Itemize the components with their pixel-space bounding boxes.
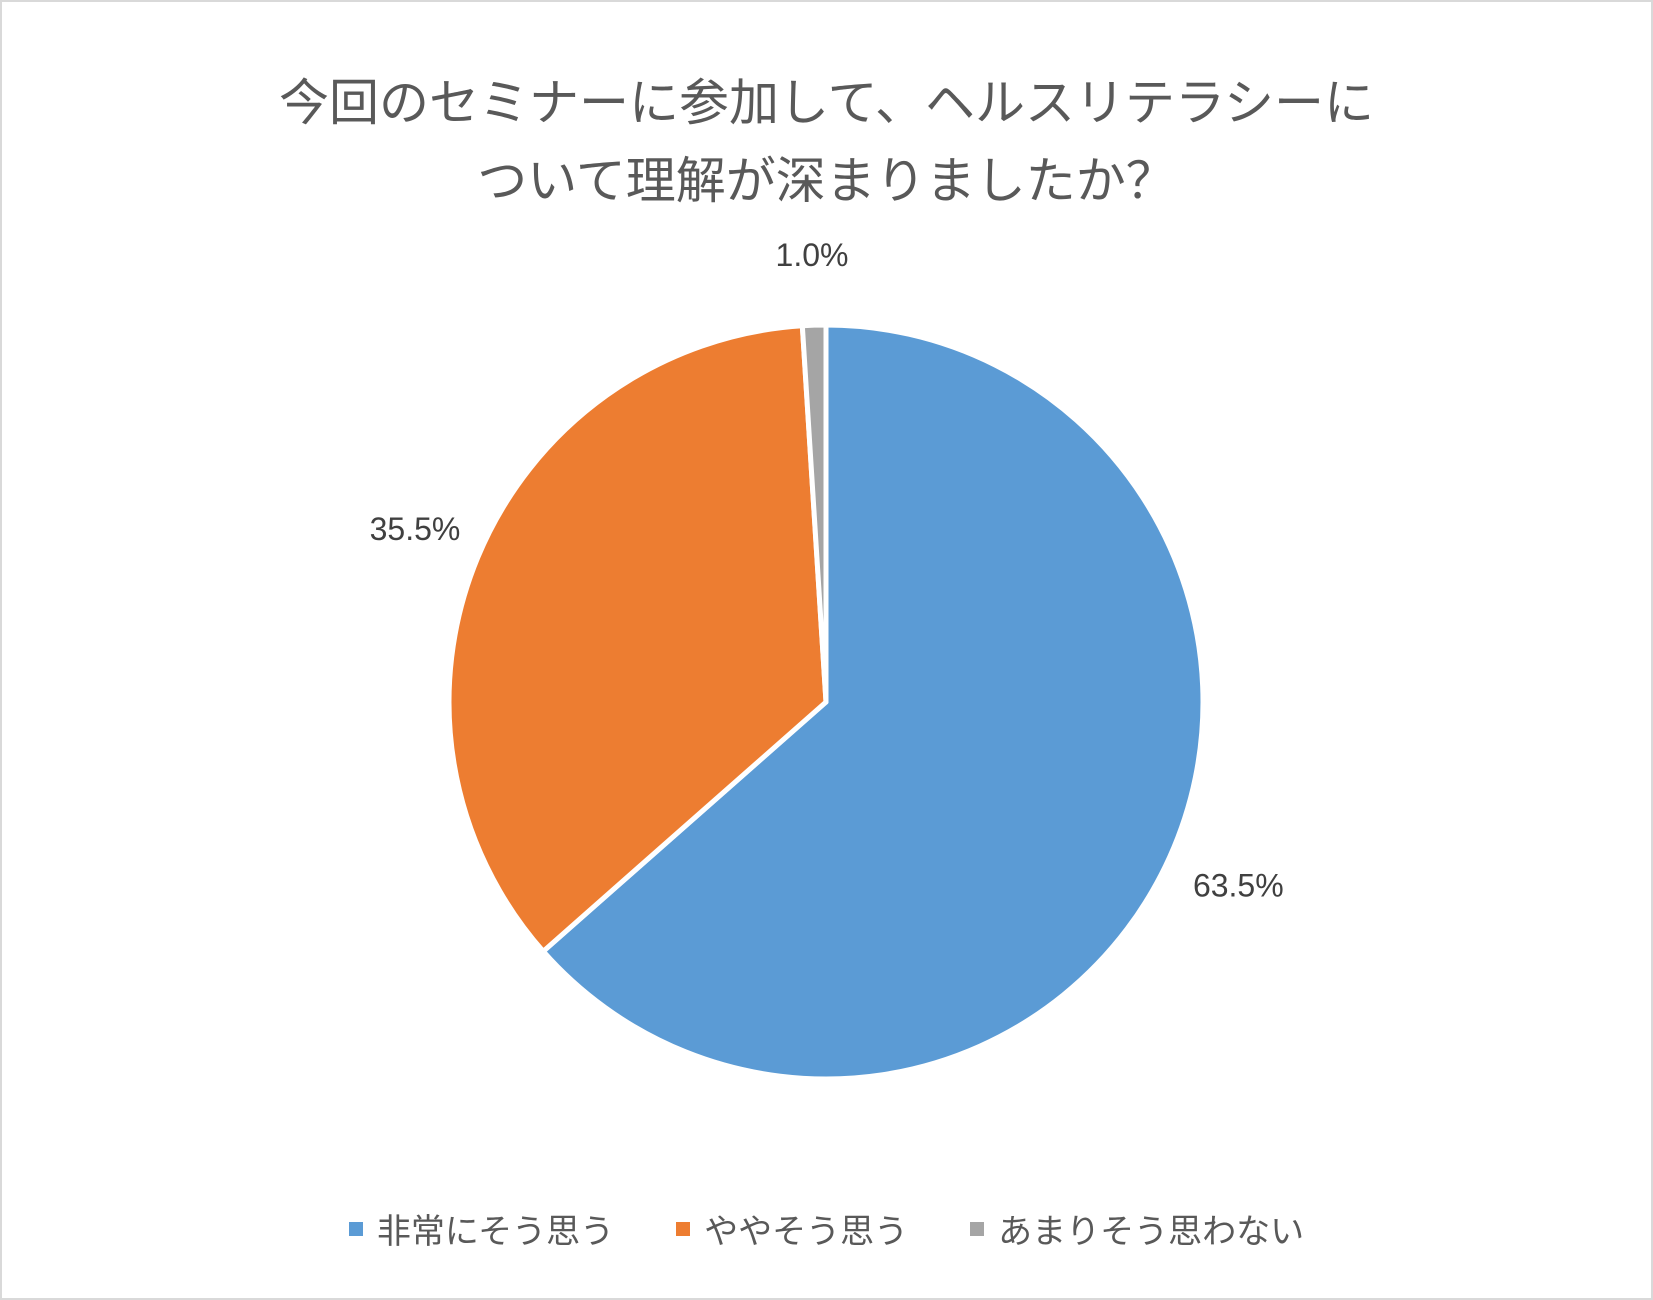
pie-slice-somewhat-agree (446, 323, 829, 954)
data-label-somewhat-agree: 35.5% (370, 511, 461, 547)
pie-slices (446, 322, 1206, 1082)
pie-data-labels: 63.5% 35.5% 1.0% (370, 237, 1284, 904)
legend-label-strongly-agree: 非常にそう思う (376, 1212, 615, 1252)
data-label-not-really: 1.0% (776, 237, 849, 273)
legend-label-not-really: あまりそう思わない (998, 1212, 1305, 1252)
chart-title-line-1: 今回のセミナーに参加して、ヘルスリテラシーに (279, 74, 1374, 132)
chart-title-line-2: ついて理解が深まりましたか？ (477, 152, 1176, 210)
data-label-strongly-agree: 63.5% (1193, 868, 1284, 904)
legend: 非常にそう思う ややそう思う あまりそう思わない (2, 1204, 1651, 1253)
pie-slice-strongly-agree (540, 322, 1206, 1082)
legend-swatch-not-really (970, 1221, 985, 1236)
legend-swatch-somewhat-agree (676, 1221, 691, 1236)
legend-item-somewhat-agree: ややそう思う (676, 1204, 908, 1253)
legend-label-somewhat-agree: ややそう思う (704, 1212, 909, 1252)
chart-title: 今回のセミナーに参加して、ヘルスリテラシーに ついて理解が深まりましたか？ (2, 64, 1651, 220)
legend-swatch-strongly-agree (348, 1221, 363, 1236)
legend-item-not-really: あまりそう思わない (970, 1204, 1304, 1253)
legend-item-strongly-agree: 非常にそう思う (348, 1204, 615, 1253)
pie-slice-not-really (799, 322, 829, 705)
